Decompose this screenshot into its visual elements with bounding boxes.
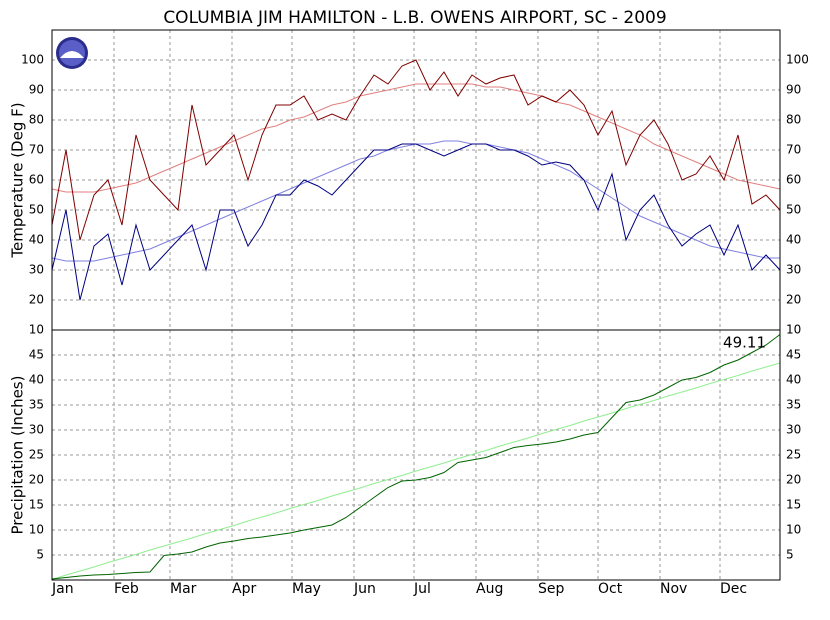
x-tick-label: Jun	[353, 581, 376, 597]
y-tick-label: 100	[21, 53, 44, 67]
y-tick-label: 40	[29, 373, 44, 387]
y-tick-label: 20	[29, 293, 44, 307]
noaa-logo	[56, 37, 88, 69]
y-tick-label-right: 70	[786, 143, 801, 157]
y-tick-label: 30	[29, 423, 44, 437]
x-tick-label: Feb	[114, 581, 139, 597]
y-axis-title: Precipitation (Inches)	[9, 376, 27, 535]
x-tick-label: Jul	[413, 581, 431, 597]
y-tick-label-right: 35	[786, 398, 801, 412]
y-tick-label: 15	[29, 498, 44, 512]
series-line	[51, 334, 781, 580]
x-tick-label: Dec	[720, 581, 747, 597]
x-tick-label: Nov	[660, 581, 687, 597]
x-tick-label: Apr	[232, 581, 256, 597]
y-tick-label: 10	[29, 323, 44, 337]
y-tick-label-right: 20	[786, 293, 801, 307]
y-tick-label-right: 25	[786, 448, 801, 462]
y-tick-label-right: 30	[786, 263, 801, 277]
y-tick-label-right: 80	[786, 113, 801, 127]
x-tick-label: Sep	[538, 581, 565, 597]
y-tick-label-right: 40	[786, 233, 801, 247]
y-tick-label: 90	[29, 83, 44, 97]
y-tick-label: 60	[29, 173, 44, 187]
y-tick-label: 25	[29, 448, 44, 462]
y-tick-label-right: 10	[786, 523, 801, 537]
logo-bird	[60, 51, 84, 58]
y-tick-label: 40	[29, 233, 44, 247]
series-line	[51, 362, 781, 580]
y-tick-label-right: 50	[786, 203, 801, 217]
y-tick-label: 50	[29, 203, 44, 217]
plot-layer: 10 10 20 20 30 30 40 40 50 50 60 60 70 70 80 80 90 90 100 1…	[21, 30, 809, 597]
y-tick-label: 10	[29, 523, 44, 537]
series-line	[51, 143, 781, 301]
y-tick-label: 45	[29, 348, 44, 362]
plot-border	[51, 29, 781, 581]
x-tick-label: Jan	[51, 581, 74, 597]
x-tick-label: Aug	[476, 581, 503, 597]
y-tick-label-right: 90	[786, 83, 801, 97]
y-tick-label: 30	[29, 263, 44, 277]
y-tick-label-right: 30	[786, 423, 801, 437]
y-tick-label-right: 60	[786, 173, 801, 187]
series-line	[51, 83, 781, 193]
y-tick-label-right: 40	[786, 373, 801, 387]
y-tick-label-right: 45	[786, 348, 801, 362]
x-tick-label: Oct	[598, 581, 623, 597]
annotation: 49.11	[723, 334, 766, 352]
y-tick-label-right: 100	[786, 53, 809, 67]
y-tick-label-right: 5	[786, 548, 794, 562]
y-tick-label: 70	[29, 143, 44, 157]
y-axis-title: Temperature (Deg F)	[9, 102, 27, 258]
x-tick-label: Mar	[170, 581, 197, 597]
y-tick-label: 80	[29, 113, 44, 127]
x-tick-label: May	[292, 581, 321, 597]
y-tick-label-right: 10	[786, 323, 801, 337]
y-tick-label: 35	[29, 398, 44, 412]
y-tick-label-right: 15	[786, 498, 801, 512]
y-tick-label-right: 20	[786, 473, 801, 487]
chart-title: COLUMBIA JIM HAMILTON - L.B. OWENS AIRPO…	[163, 8, 666, 28]
y-tick-label: 5	[36, 548, 44, 562]
y-tick-label: 20	[29, 473, 44, 487]
series-line	[51, 59, 781, 241]
